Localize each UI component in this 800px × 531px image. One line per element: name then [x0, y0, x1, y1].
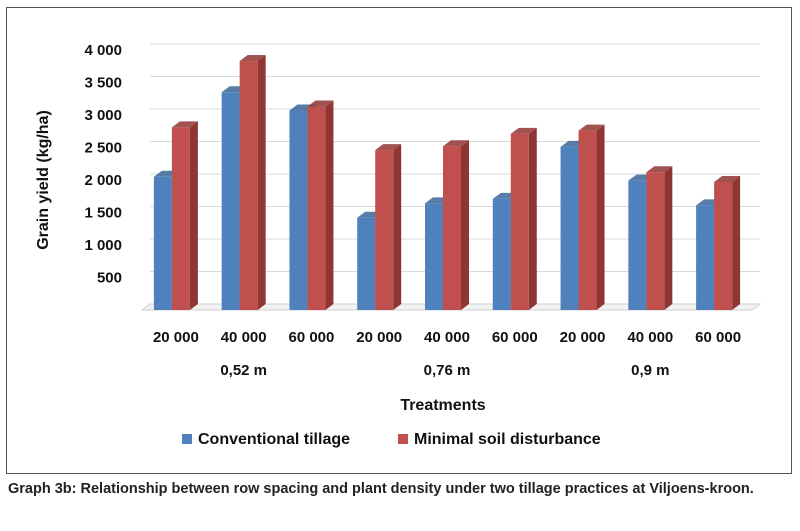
bar-side: [461, 140, 469, 310]
bar-side: [325, 100, 334, 310]
bar: [510, 127, 537, 310]
bar-front: [578, 130, 597, 310]
bar-top: [307, 100, 334, 107]
bar-front: [560, 146, 579, 310]
x-tick-label: 40 000: [627, 329, 673, 346]
bar-front: [492, 198, 511, 310]
bar-front: [628, 180, 647, 310]
bar-front: [510, 133, 529, 310]
bar: [171, 121, 198, 310]
y-tick-label: 3 500: [84, 75, 122, 92]
bar-top: [578, 124, 605, 131]
bar-side: [732, 175, 741, 310]
y-axis-title: Grain yield (kg/ha): [35, 110, 52, 250]
bar-top: [171, 121, 198, 128]
x-tick-label: 60 000: [288, 329, 334, 346]
figure-caption: Graph 3b: Relationship between row spaci…: [8, 481, 754, 497]
bar-front: [239, 61, 258, 310]
x-group-label: 0,76 m: [424, 362, 471, 379]
x-axis-title: Treatments: [400, 397, 485, 414]
bar-top: [646, 166, 673, 173]
y-tick-label: 1 500: [84, 205, 122, 222]
bar: [714, 175, 741, 310]
x-tick-label: 40 000: [221, 329, 267, 346]
bar-front: [153, 176, 172, 310]
bar-front: [425, 203, 443, 310]
bar-side: [664, 166, 673, 310]
bar-side: [596, 124, 605, 310]
y-tick-label: 4 000: [84, 42, 122, 59]
chart: 500 1 000 1 500 2 000 2 500 3 000 3 500 4 000 Gr…: [35, 42, 762, 448]
y-tick-label: 2 500: [84, 140, 122, 157]
x-tick-label: 60 000: [492, 329, 538, 346]
bar-top: [375, 144, 402, 151]
x-group-label: 0,9 m: [631, 362, 669, 379]
bar-front: [646, 172, 665, 310]
bar-front: [289, 110, 308, 310]
x-group-label: 0,52 m: [220, 362, 267, 379]
bar-side: [528, 127, 537, 310]
x-tick-label: 20 000: [356, 329, 402, 346]
y-tick-label: 500: [97, 270, 122, 287]
y-tick-label: 1 000: [84, 237, 122, 254]
bar: [307, 100, 334, 310]
bar-side: [189, 121, 198, 310]
bar-front: [357, 217, 376, 310]
bar-front: [443, 146, 461, 310]
bar-top: [510, 127, 537, 134]
bar-front: [171, 127, 190, 310]
bar-top: [239, 55, 266, 62]
legend-swatch: [182, 434, 192, 444]
bar-front: [221, 92, 240, 310]
x-tick-label: 20 000: [153, 329, 199, 346]
x-tick-label: 40 000: [424, 329, 470, 346]
bar-side: [393, 144, 402, 310]
x-tick-label: 60 000: [695, 329, 741, 346]
bar: [578, 124, 605, 310]
bar: [375, 144, 402, 310]
bar-top: [714, 175, 741, 182]
bar-front: [714, 181, 733, 310]
bar: [646, 166, 673, 310]
legend-label: Minimal soil disturbance: [414, 431, 601, 448]
legend-label: Conventional tillage: [198, 431, 350, 448]
bar-side: [257, 55, 266, 310]
legend-swatch: [398, 434, 408, 444]
bar-front: [307, 106, 326, 310]
bar-top: [443, 140, 469, 147]
bar: [239, 55, 266, 310]
bar-front: [696, 205, 715, 310]
y-tick-label: 3 000: [84, 107, 122, 124]
bar: [443, 140, 469, 310]
bar-front: [375, 150, 394, 310]
x-tick-label: 20 000: [560, 329, 606, 346]
y-tick-label: 2 000: [84, 172, 122, 189]
